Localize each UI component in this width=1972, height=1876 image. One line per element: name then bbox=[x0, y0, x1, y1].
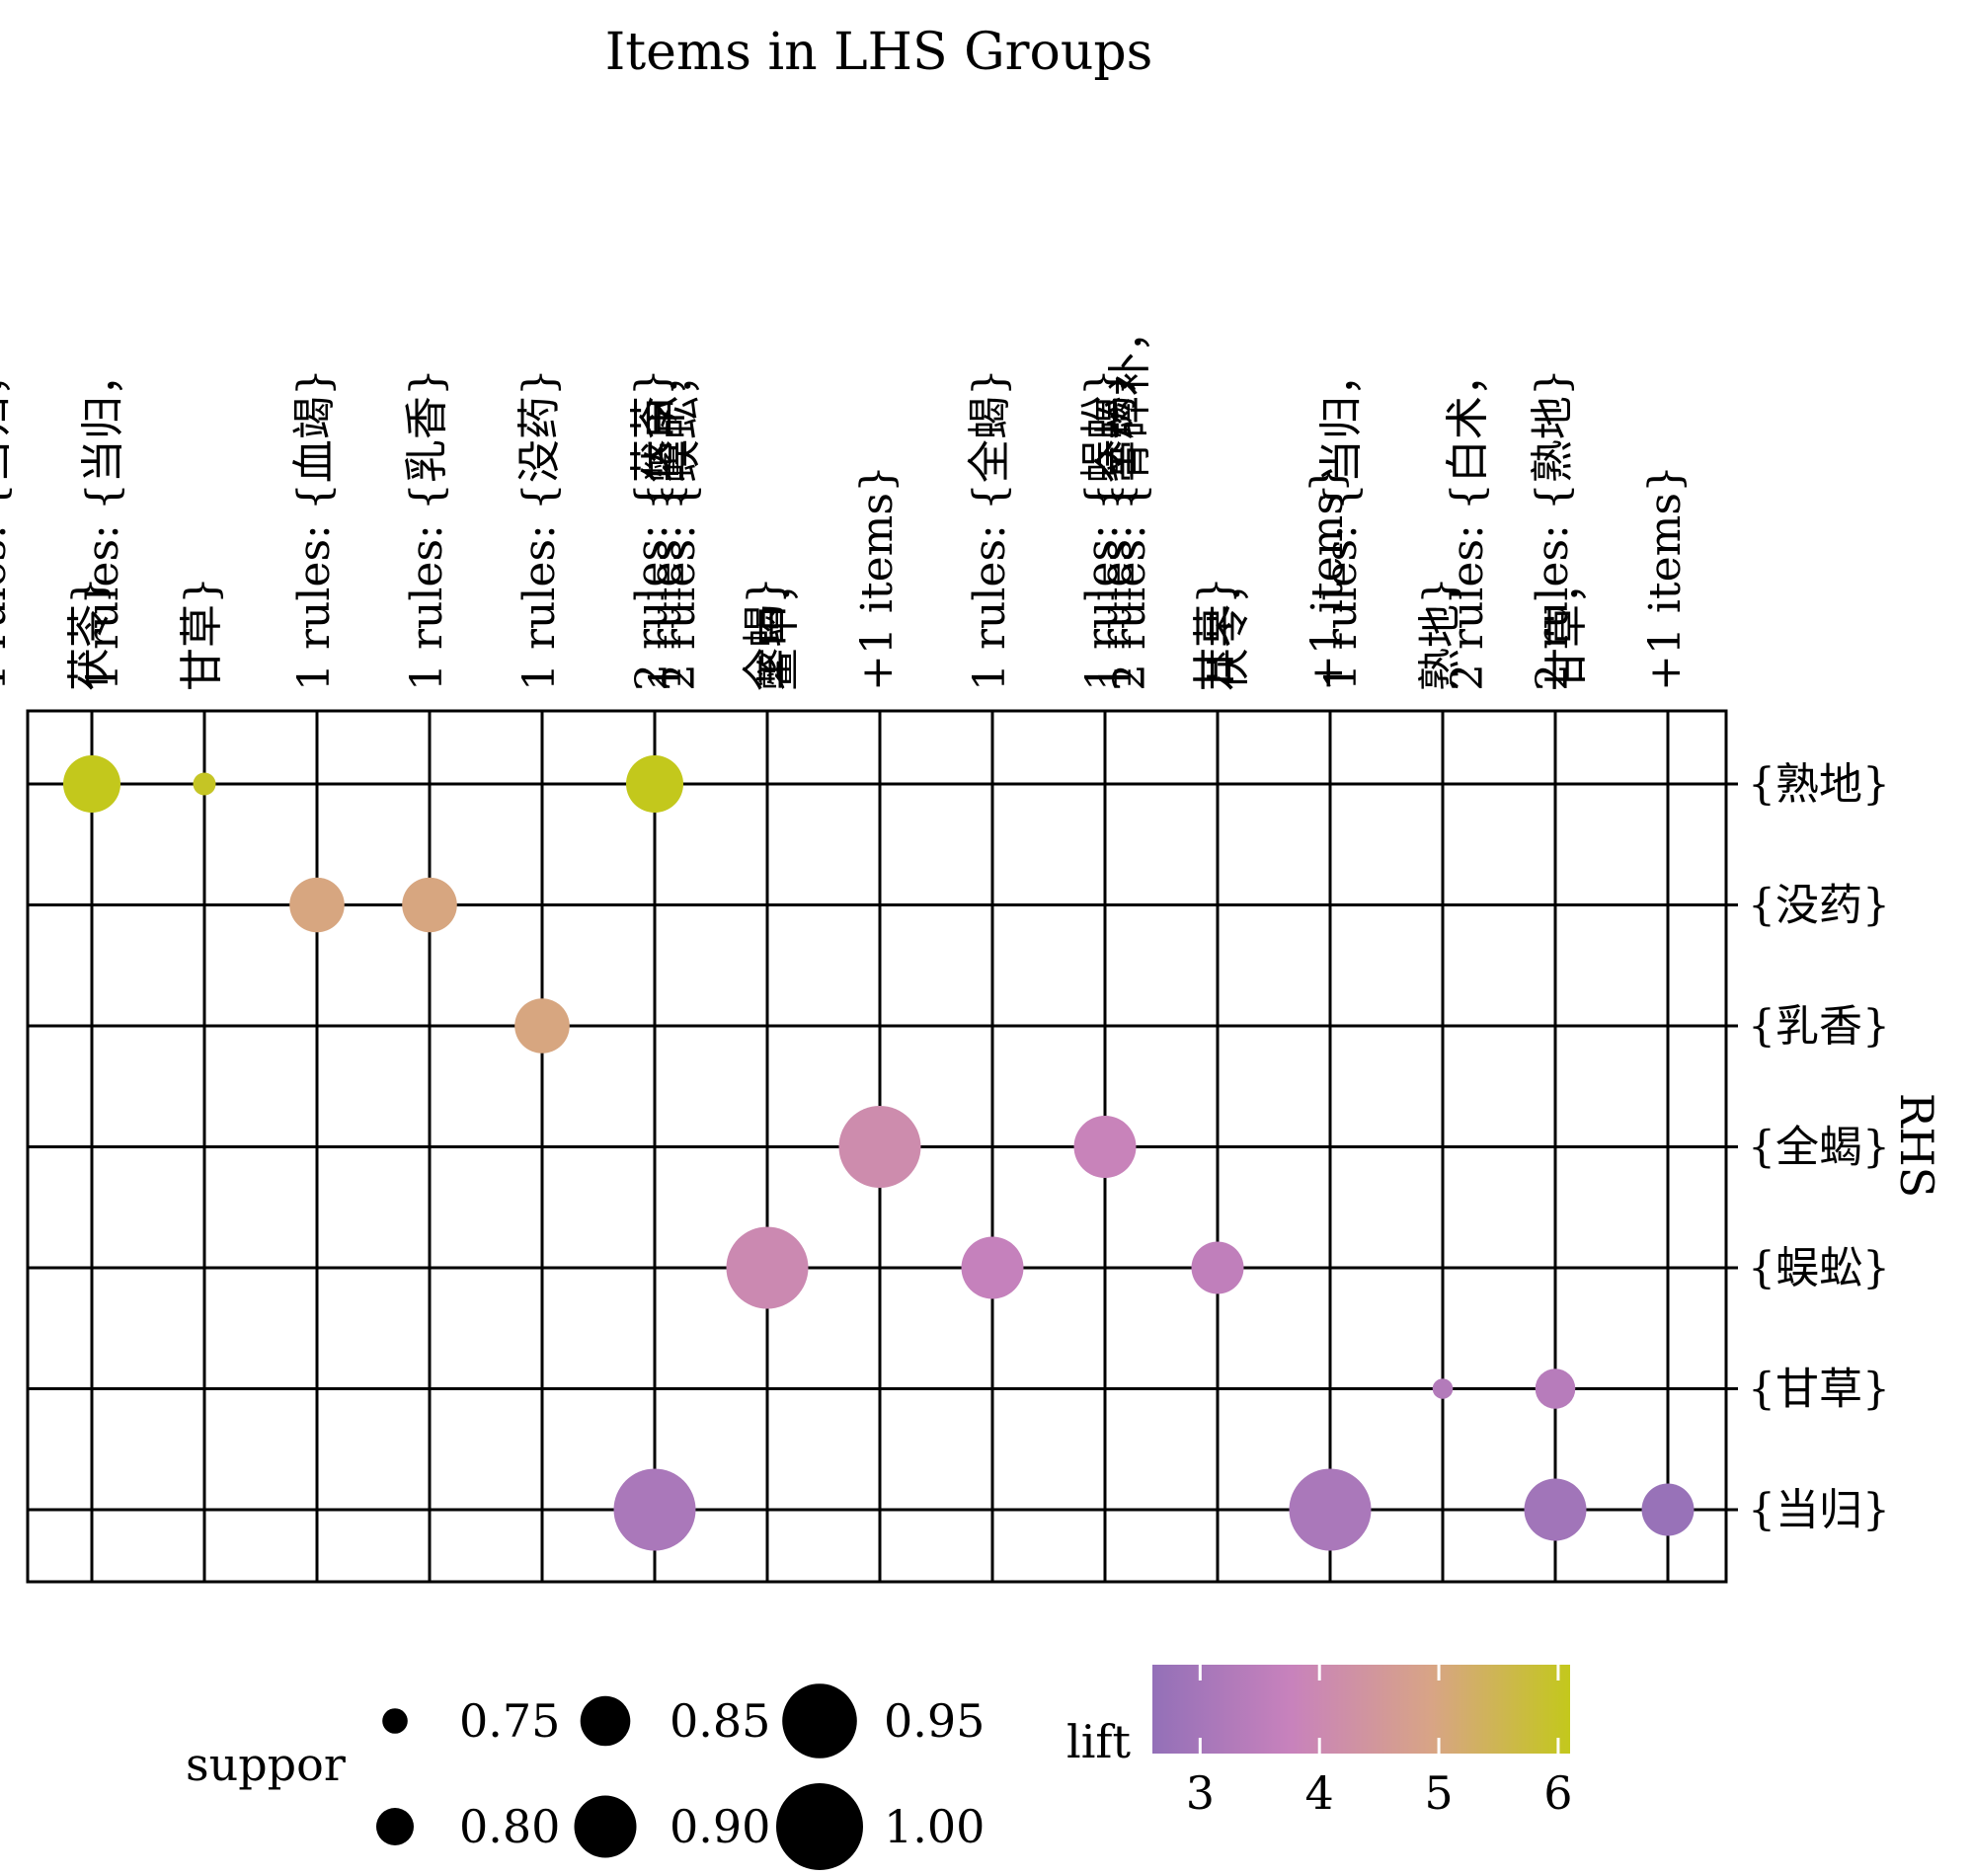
size-legend-label: 0.75 bbox=[459, 1694, 560, 1748]
rule-point bbox=[1191, 1241, 1244, 1294]
size-legend-label: 1.00 bbox=[884, 1800, 985, 1853]
lhs-group-label: +1 items} bbox=[1640, 465, 1691, 691]
lhs-group-label: 1 rules: {蜈蚣} bbox=[1077, 368, 1128, 691]
size-legend-key bbox=[376, 1808, 414, 1845]
rule-point bbox=[514, 998, 570, 1054]
lhs-group-label: +1 items} bbox=[1302, 465, 1353, 691]
y-axis-title: RHS bbox=[1890, 1093, 1943, 1198]
lhs-group-labels: 1 rules: {当归，茯苓}1 rules: {当归，甘草}1 rules:… bbox=[0, 309, 1691, 691]
size-legend-label: 0.80 bbox=[459, 1800, 560, 1853]
plot-border bbox=[26, 709, 1728, 1584]
lhs-group-label: 1 rules: {当归， bbox=[78, 352, 128, 691]
rule-point bbox=[1524, 1478, 1587, 1541]
size-legend-title: suppor bbox=[186, 1738, 346, 1791]
size-legend-key bbox=[382, 1708, 408, 1734]
rhs-label: {甘草} bbox=[1748, 1365, 1890, 1415]
lhs-group-label: 2 rules: {茯苓} bbox=[627, 368, 677, 691]
rhs-label: {蜈蚣} bbox=[1748, 1243, 1890, 1293]
rule-point bbox=[63, 755, 120, 813]
support-size-legend: suppor 0.75 0.85 0.95 0.80 0.90 1.00 bbox=[186, 1683, 985, 1870]
lift-color-legend: lift 3 4 5 6 bbox=[1066, 1665, 1573, 1820]
chart-title: Items in LHS Groups bbox=[605, 23, 1153, 82]
lhs-group-label: 甘草} bbox=[1190, 577, 1240, 691]
lhs-group-label: 2 rules: {骨碎补， bbox=[1105, 309, 1155, 691]
rhs-label: {全蝎} bbox=[1748, 1123, 1890, 1173]
rhs-label: {乳香} bbox=[1748, 1001, 1890, 1052]
lhs-group-label: 茯苓} bbox=[64, 577, 115, 691]
lhs-group-label: 2 rules: {蜈蚣， bbox=[655, 352, 705, 691]
lift-tick-label: 4 bbox=[1305, 1766, 1334, 1820]
size-legend-label: 0.95 bbox=[884, 1694, 985, 1748]
lhs-group-label: 1 rules: {当归， bbox=[1316, 352, 1367, 691]
rule-point bbox=[1289, 1468, 1372, 1551]
size-legend-key bbox=[580, 1695, 631, 1747]
rule-point bbox=[193, 772, 216, 796]
rhs-label: {熟地} bbox=[1748, 759, 1890, 810]
lhs-group-label: 2 rules: {白术， bbox=[1443, 352, 1493, 691]
rule-point bbox=[289, 877, 345, 933]
lhs-group-label: 甘草， bbox=[1541, 561, 1592, 691]
grid-lines bbox=[28, 711, 1738, 1582]
lhs-group-label: 甘草} bbox=[177, 577, 227, 691]
lhs-group-label: 熟地} bbox=[1415, 577, 1465, 691]
rule-point bbox=[626, 755, 683, 813]
size-legend-key bbox=[574, 1795, 637, 1858]
color-legend-title: lift bbox=[1066, 1715, 1131, 1768]
rule-point bbox=[1535, 1368, 1576, 1409]
rule-point bbox=[402, 877, 457, 933]
lhs-group-label: 1 rules: {没药} bbox=[514, 368, 565, 691]
size-legend-key bbox=[776, 1783, 863, 1870]
lhs-group-label: 1 rules: {鳖甲， bbox=[641, 352, 691, 691]
size-legend-key bbox=[782, 1683, 857, 1759]
lhs-group-label: 1 rules: {乳香} bbox=[402, 368, 452, 691]
rhs-label: {当归} bbox=[1748, 1485, 1890, 1535]
lhs-group-label: 鳖甲， bbox=[753, 561, 804, 691]
rule-point bbox=[1073, 1116, 1137, 1178]
rhs-label: {没药} bbox=[1748, 881, 1890, 931]
lhs-group-label: 茯苓， bbox=[1204, 561, 1254, 691]
lhs-group-label: 1 rules: {血竭} bbox=[289, 368, 340, 691]
lhs-group-label: 2 rules: {熟地} bbox=[1528, 368, 1578, 691]
rule-point bbox=[1641, 1483, 1695, 1536]
lift-tick-label: 6 bbox=[1543, 1766, 1572, 1820]
rule-point bbox=[838, 1106, 921, 1188]
lhs-group-label: 1 rules: {全蝎， bbox=[1091, 352, 1142, 691]
size-legend-label: 0.85 bbox=[670, 1694, 770, 1748]
rule-point bbox=[961, 1236, 1024, 1299]
rule-point bbox=[1432, 1378, 1454, 1399]
lift-colorbar bbox=[1152, 1665, 1570, 1754]
lift-tick-label: 3 bbox=[1186, 1766, 1215, 1820]
lhs-group-label: 全蝎} bbox=[740, 577, 790, 691]
lhs-group-label: 1 rules: {全蝎} bbox=[965, 368, 1015, 691]
lhs-group-label: +1 items} bbox=[852, 465, 903, 691]
rule-points bbox=[63, 755, 1695, 1551]
size-legend-label: 0.90 bbox=[670, 1800, 770, 1853]
lift-tick-label: 5 bbox=[1424, 1766, 1453, 1820]
rule-point bbox=[726, 1226, 809, 1309]
lhs-group-label: 1 rules: {当归， bbox=[0, 352, 16, 691]
rhs-labels: {熟地} {没药} {乳香} {全蝎} {蜈蚣} {甘草} {当归} bbox=[1748, 759, 1890, 1535]
rule-point bbox=[613, 1468, 696, 1551]
